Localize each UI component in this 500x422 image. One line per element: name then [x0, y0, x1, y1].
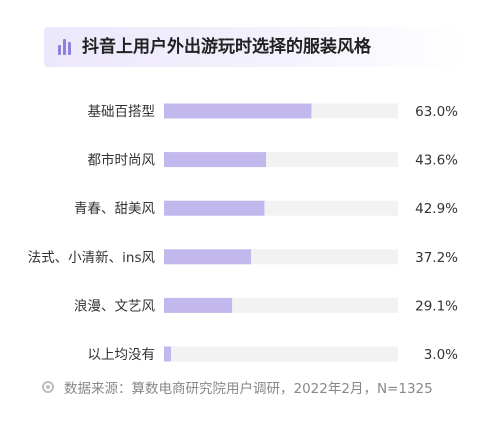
value-label: 3.0% [424, 347, 458, 363]
bar [164, 249, 252, 265]
source-icon [42, 381, 54, 393]
category-label: 青春、甜美风 [74, 201, 155, 217]
bar [164, 346, 172, 362]
bar-chart: 基础百搭型 63.0% 都市时尚风 43.6% 青春、甜美风 42.9% 法式、小清新、in… [28, 103, 459, 363]
chart-title: 抖音上用户外出游玩时选择的服装风格 [82, 37, 371, 57]
category-label: 以上均没有 [88, 347, 156, 363]
bar [164, 152, 267, 168]
category-label: 基础百搭型 [88, 103, 156, 120]
category-label: 法式、小清新、ins风 [28, 250, 156, 266]
value-label: 63.0% [415, 104, 458, 120]
value-label: 29.1% [415, 298, 458, 314]
value-label: 42.9% [415, 201, 458, 217]
data-source-text: 数据来源：算数电商研究院用户调研，2022年2月，N=1325 [64, 381, 433, 397]
bar [164, 103, 312, 119]
bar-chart-icon [58, 39, 71, 55]
value-label: 37.2% [415, 250, 458, 266]
category-label: 浪漫、文艺风 [74, 298, 155, 314]
bar-track [164, 346, 398, 362]
bar [164, 297, 233, 313]
bar [164, 200, 265, 216]
value-label: 43.6% [415, 153, 458, 169]
data-source-note: 数据来源：算数电商研究院用户调研，2022年2月，N=1325 [42, 377, 433, 397]
category-label: 都市时尚风 [88, 152, 156, 169]
title-bar: 抖音上用户外出游玩时选择的服装风格 [44, 27, 464, 67]
